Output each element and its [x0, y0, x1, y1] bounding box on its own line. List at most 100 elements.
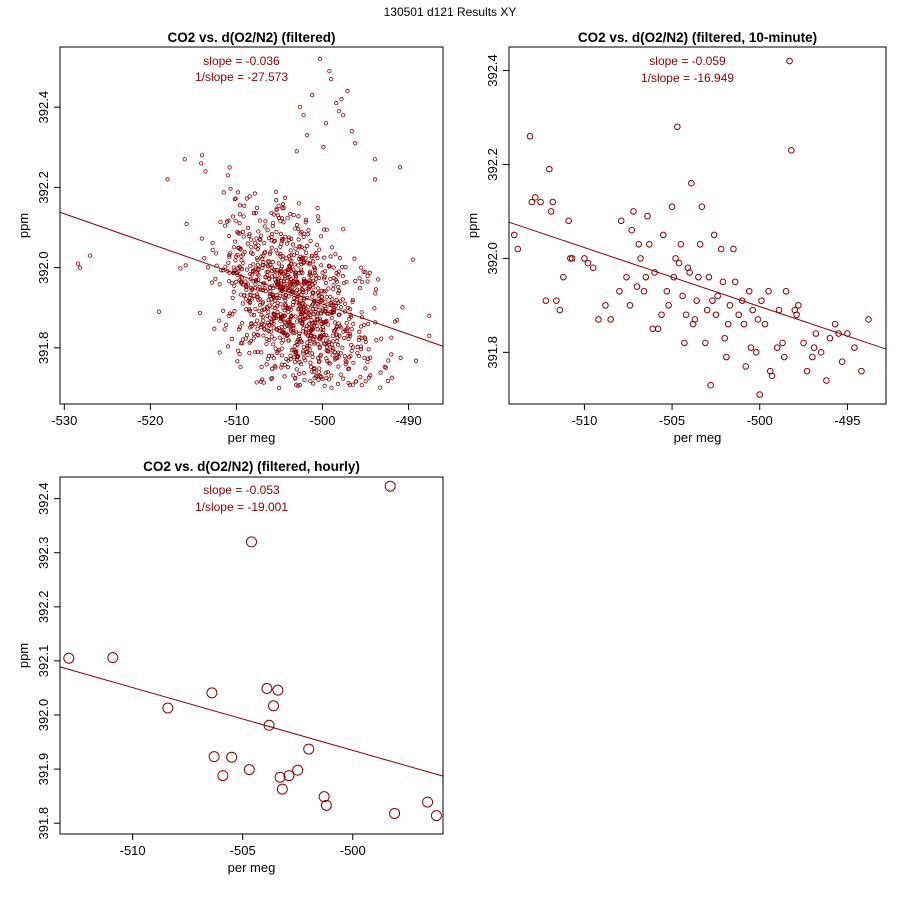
data-point: [290, 242, 296, 247]
data-point: [278, 269, 284, 274]
data-point: [249, 245, 254, 250]
data-point: [730, 245, 737, 253]
data-point: [217, 770, 229, 782]
x-tick-label: -500: [340, 843, 366, 858]
data-point: [279, 340, 284, 345]
data-point: [322, 269, 328, 274]
data-point: [392, 319, 398, 324]
data-point: [696, 240, 704, 248]
data-point: [312, 281, 317, 286]
data-point: [324, 294, 329, 300]
data-point: [303, 220, 308, 225]
data-point: [672, 255, 679, 262]
data-point: [307, 278, 312, 283]
data-point: [272, 684, 284, 696]
data-point: [310, 381, 316, 386]
data-point: [568, 255, 576, 262]
data-point: [282, 320, 287, 326]
data-point: [623, 273, 630, 281]
data-point: [281, 294, 286, 299]
data-point: [317, 317, 323, 322]
data-point: [292, 764, 304, 776]
data-point: [826, 334, 834, 342]
data-point: [286, 267, 292, 272]
data-point: [817, 349, 825, 356]
y-tick-label: 392.0: [36, 699, 51, 732]
data-point: [271, 342, 276, 347]
data-point: [329, 315, 334, 321]
data-point: [328, 345, 333, 350]
y-axis-label: ppm: [465, 213, 480, 238]
data-point: [63, 652, 75, 664]
data-point: [328, 276, 333, 282]
data-point: [361, 269, 366, 274]
data-point: [376, 277, 381, 282]
data-point: [275, 251, 280, 256]
data-point: [312, 266, 317, 271]
data-point: [316, 214, 321, 219]
data-point: [312, 341, 317, 346]
data-point: [252, 293, 257, 298]
data-point: [289, 348, 294, 353]
data-point: [320, 330, 325, 335]
data-point: [247, 232, 252, 237]
data-point: [372, 157, 378, 162]
data-point: [269, 245, 274, 250]
data-point: [286, 318, 291, 323]
data-point: [226, 260, 231, 265]
data-point: [237, 231, 242, 236]
data-point: [226, 313, 231, 318]
data-point: [282, 195, 288, 200]
data-point: [307, 271, 313, 276]
data-point: [342, 354, 347, 359]
data-point: [373, 291, 378, 296]
data-point: [300, 304, 306, 309]
data-point: [273, 298, 278, 303]
data-point: [378, 385, 383, 390]
data-point: [266, 322, 271, 328]
data-point: [273, 269, 278, 274]
data-point: [703, 306, 711, 314]
slope-annotation: slope = -0.059: [649, 54, 726, 68]
data-point: [348, 314, 354, 320]
data-point: [663, 287, 671, 295]
data-point: [210, 247, 215, 252]
data-point: [162, 702, 174, 714]
data-point: [546, 165, 553, 173]
data-point: [165, 177, 170, 182]
data-point: [314, 242, 320, 248]
data-point: [237, 221, 242, 226]
x-tick-label: -520: [137, 413, 163, 428]
data-point: [338, 372, 343, 377]
data-point: [213, 251, 219, 256]
data-point: [323, 280, 329, 286]
data-point: [301, 345, 306, 350]
data-point: [633, 283, 641, 290]
data-point: [245, 241, 250, 246]
data-point: [363, 366, 368, 371]
data-point: [232, 309, 237, 314]
regression-line: [59, 666, 444, 777]
data-point: [88, 253, 93, 258]
data-point: [281, 205, 286, 211]
data-point: [319, 288, 324, 293]
data-point: [773, 344, 781, 351]
data-point: [293, 226, 298, 231]
scatter-panel-2: -510 -505 -500 -495 391.8 392.0 392.2 392.4 CO2 …: [465, 30, 887, 445]
data-point: [271, 316, 276, 321]
data-point: [226, 279, 232, 284]
data-point: [318, 234, 324, 239]
data-point: [298, 312, 304, 317]
data-point: [243, 764, 255, 776]
data-point: [384, 480, 396, 492]
data-point: [222, 223, 228, 228]
points-1: [75, 56, 432, 390]
data-point: [231, 270, 236, 275]
data-point: [266, 259, 271, 264]
data-point: [324, 306, 329, 312]
data-point: [349, 348, 354, 354]
data-point: [779, 339, 786, 347]
data-point: [788, 147, 795, 154]
data-point: [228, 186, 233, 191]
data-point: [321, 327, 326, 332]
